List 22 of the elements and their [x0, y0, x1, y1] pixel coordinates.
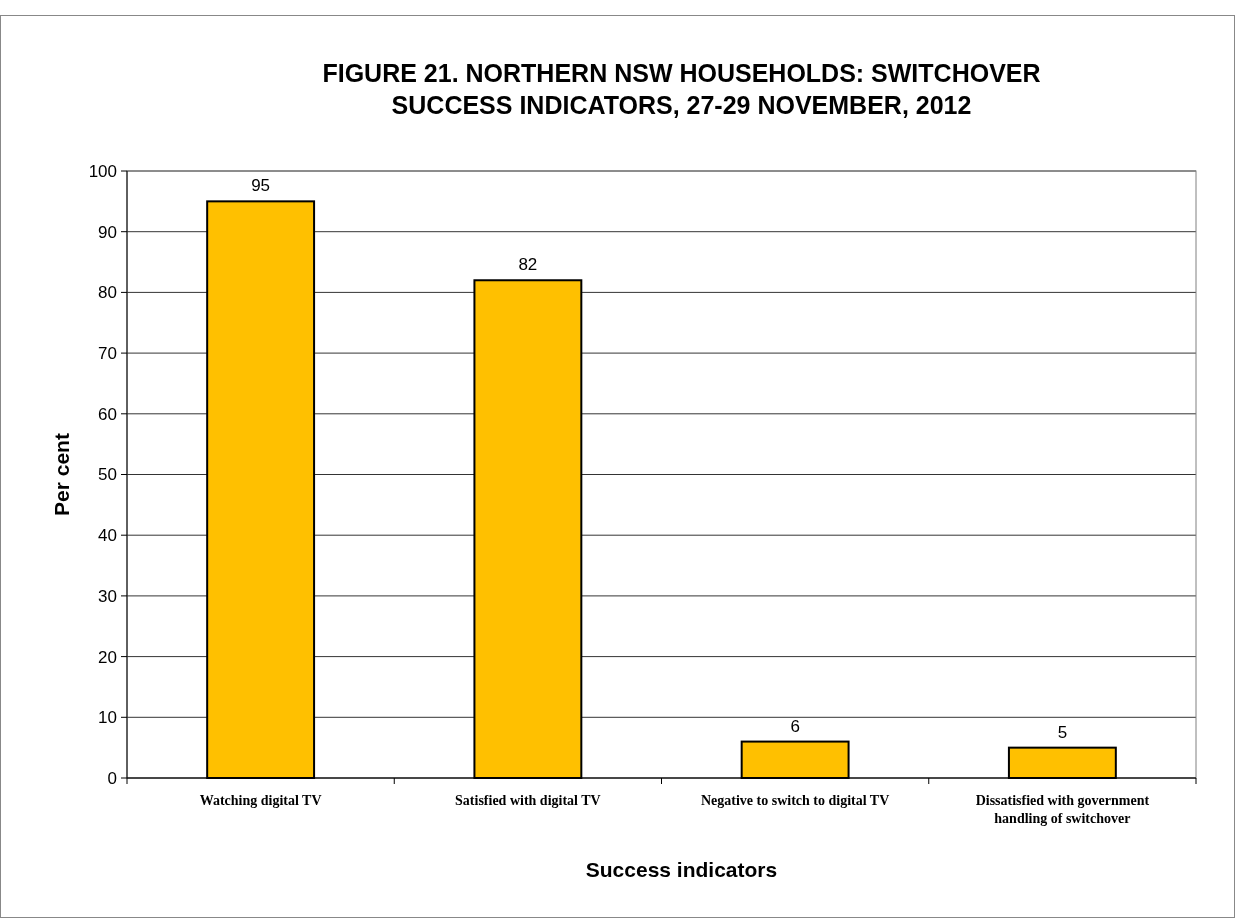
x-tick-label: Watching digital TV — [199, 793, 322, 808]
data-label: 6 — [790, 716, 800, 736]
y-tick-label: 80 — [98, 283, 117, 303]
y-tick-label: 50 — [98, 465, 117, 485]
y-axis-title: Per cent — [50, 433, 73, 516]
x-tick-label: Satisfied with digital TV — [455, 793, 601, 808]
data-label: 5 — [1057, 722, 1068, 742]
y-tick-label: 40 — [98, 526, 117, 546]
x-tick-label: Negative to switch to digital TV — [700, 793, 890, 808]
y-tick-label: 60 — [98, 404, 117, 424]
y-tick-label: 90 — [98, 222, 117, 242]
y-tick-label: 20 — [98, 647, 117, 667]
y-tick-label: 0 — [107, 768, 117, 788]
data-label: 82 — [518, 255, 538, 275]
x-tick-label: Dissatisfied with government handling of switchover — [975, 793, 1150, 826]
y-tick-label: 70 — [98, 344, 117, 364]
data-label: 95 — [251, 176, 271, 196]
y-tick-label: 10 — [98, 708, 117, 728]
y-tick-label: 30 — [98, 586, 117, 606]
chart-title: FIGURE 21. NORTHERN NSW HOUSEHOLDS: SWITCHOVER SUCCESS INDICATORS, 27-29 NOVEMBER, 2012 — [322, 59, 1041, 119]
x-axis-title: Success indicators — [585, 858, 778, 881]
y-tick-label: 100 — [88, 161, 117, 181]
